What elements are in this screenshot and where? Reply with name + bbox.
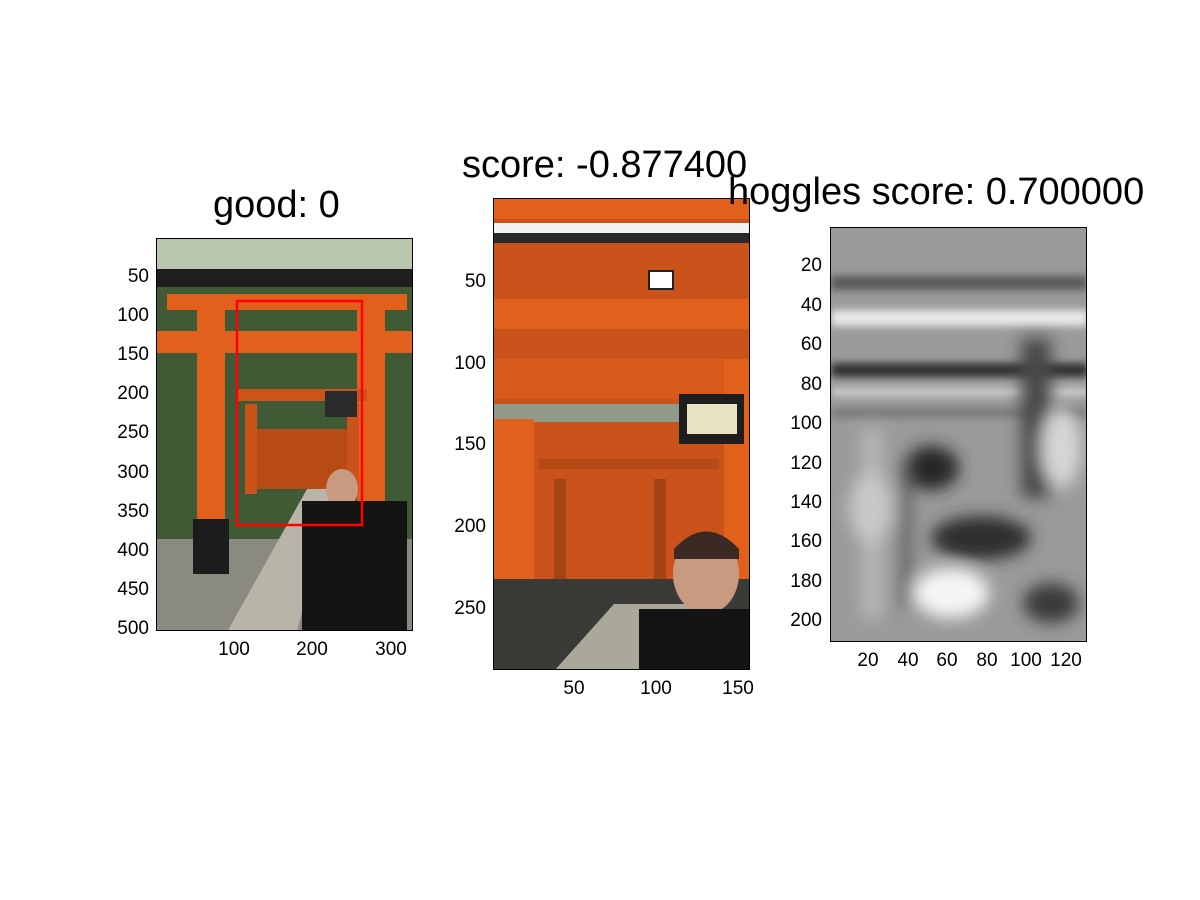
panel3-xtick: 100	[1010, 650, 1042, 671]
panel3-ytick: 120	[790, 453, 822, 474]
panel2-image-axes	[493, 198, 750, 670]
panel3-ytick: 40	[800, 295, 822, 316]
panel2-xtick: 150	[722, 678, 754, 699]
panel1-title: good: 0	[213, 184, 340, 226]
panel1-image-axes	[156, 238, 413, 631]
panel2-xtick: 100	[640, 678, 672, 699]
panel1-ytick: 500	[117, 618, 149, 639]
panel2-ytick: 200	[454, 516, 486, 537]
panel3-ytick: 200	[790, 610, 822, 631]
panel1-ytick: 450	[117, 579, 149, 600]
panel2-xtick: 50	[563, 678, 585, 699]
panel1-ytick: 350	[117, 501, 149, 522]
panel1-ytick: 100	[117, 305, 149, 326]
panel2-ytick: 100	[454, 353, 486, 374]
panel1-ytick: 400	[117, 540, 149, 561]
panel2-title: score: -0.877400	[462, 144, 748, 186]
panel1-ytick: 50	[127, 266, 149, 287]
panel3-ytick: 100	[790, 413, 822, 434]
panel3-ytick: 140	[790, 492, 822, 513]
panel1-ytick: 150	[117, 344, 149, 365]
panel1-ytick: 250	[117, 422, 149, 443]
panel1-photo	[157, 239, 412, 630]
panel3-ytick: 180	[790, 571, 822, 592]
panel3-xtick: 20	[857, 650, 879, 671]
panel1-xtick: 200	[296, 639, 328, 660]
panel2-ytick: 50	[464, 271, 486, 292]
panel3-ytick: 80	[800, 374, 822, 395]
panel3-ytick: 20	[800, 255, 822, 276]
panel3-xtick: 80	[976, 650, 998, 671]
panel1-ytick: 200	[117, 383, 149, 404]
panel3-xtick: 40	[897, 650, 919, 671]
panel3-ytick: 60	[800, 334, 822, 355]
panel2-crop-photo	[494, 199, 749, 669]
panel3-xtick: 60	[936, 650, 958, 671]
panel3-title: hoggles score: 0.700000	[728, 171, 1145, 213]
panel1-ytick: 300	[117, 462, 149, 483]
panel2-ytick: 250	[454, 598, 486, 619]
panel2-ytick: 150	[454, 434, 486, 455]
panel3-hoggles-axes	[830, 227, 1087, 642]
panel3-xtick: 120	[1050, 650, 1082, 671]
panel1-xtick: 100	[218, 639, 250, 660]
panel1-xtick: 300	[375, 639, 407, 660]
panel3-ytick: 160	[790, 531, 822, 552]
panel3-hoggles-visualization	[831, 228, 1086, 641]
